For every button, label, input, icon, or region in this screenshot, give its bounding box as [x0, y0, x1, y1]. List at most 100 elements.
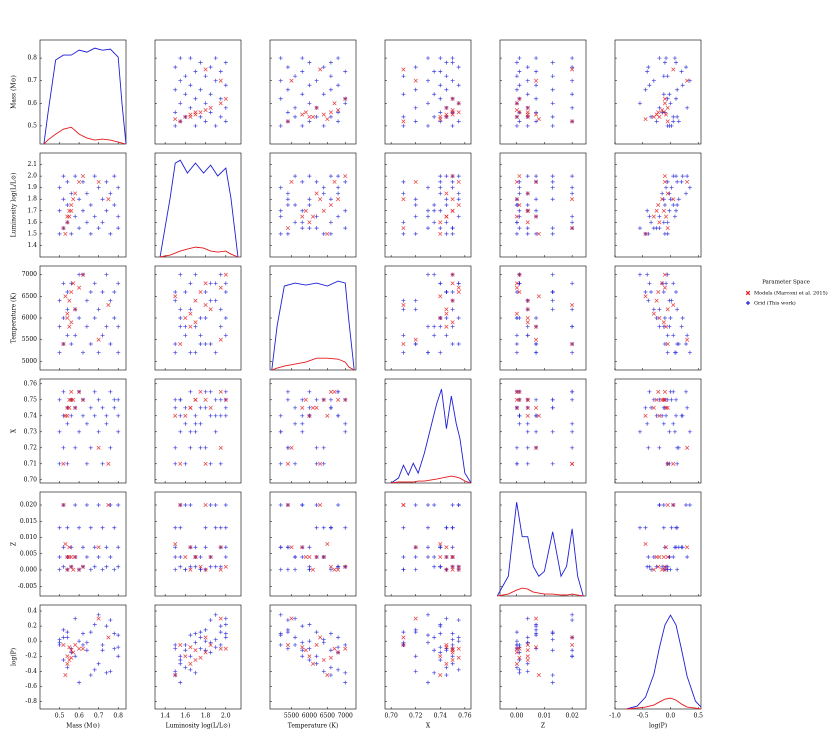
point	[343, 101, 348, 106]
point	[183, 333, 188, 338]
point	[193, 648, 198, 653]
x-tick-label: 0.0	[666, 713, 676, 720]
point	[285, 87, 290, 92]
point	[218, 69, 223, 74]
point	[550, 226, 555, 231]
point	[525, 405, 530, 410]
point	[208, 110, 213, 115]
point	[413, 298, 418, 303]
point	[665, 119, 670, 124]
point	[669, 123, 674, 128]
point	[438, 191, 443, 196]
kde-line	[271, 357, 355, 371]
point	[173, 545, 178, 550]
point	[550, 637, 555, 642]
point	[525, 657, 530, 663]
point	[534, 174, 539, 179]
point	[343, 421, 348, 426]
point	[116, 503, 121, 507]
y-tick-label: 0.72	[24, 444, 38, 451]
point	[307, 60, 312, 65]
point	[198, 389, 203, 394]
point	[444, 197, 449, 202]
point	[413, 307, 418, 312]
point	[654, 397, 659, 402]
point	[438, 117, 443, 122]
point	[450, 648, 455, 653]
point	[656, 202, 661, 208]
point	[660, 191, 665, 196]
point	[432, 272, 437, 277]
point	[218, 646, 223, 651]
point	[550, 298, 555, 303]
x-tick-label: -0.5	[637, 713, 649, 720]
point	[661, 421, 666, 426]
point	[178, 324, 183, 329]
point	[525, 123, 530, 128]
legend-label: Models (Marconi et al. 2015)	[754, 290, 828, 297]
point	[525, 324, 530, 329]
point	[401, 341, 406, 347]
point	[96, 337, 101, 342]
point	[665, 179, 670, 184]
point	[223, 60, 228, 65]
point	[100, 220, 105, 225]
point	[570, 220, 575, 225]
point	[69, 191, 74, 196]
point	[57, 324, 62, 329]
point	[525, 616, 530, 621]
point	[661, 503, 666, 507]
point	[213, 637, 218, 642]
point	[198, 567, 203, 572]
point	[278, 633, 283, 638]
panel	[614, 265, 702, 371]
point	[218, 642, 223, 647]
point	[188, 633, 193, 638]
point	[570, 191, 575, 196]
point	[285, 642, 290, 647]
point	[675, 461, 680, 466]
point	[668, 389, 673, 394]
point	[178, 661, 183, 666]
point	[663, 545, 669, 550]
point	[456, 110, 461, 115]
point	[314, 654, 319, 659]
point	[77, 639, 82, 644]
point	[314, 642, 319, 647]
point	[413, 545, 418, 550]
point	[303, 397, 308, 402]
point	[550, 272, 555, 277]
point	[73, 654, 78, 659]
point	[198, 445, 203, 450]
point	[285, 110, 290, 115]
point	[343, 646, 348, 651]
kde-line	[43, 47, 127, 145]
point	[183, 315, 188, 321]
point	[92, 389, 97, 394]
point	[672, 429, 677, 434]
point	[426, 214, 430, 219]
point	[213, 350, 218, 355]
point	[570, 67, 575, 72]
point	[662, 179, 667, 184]
point	[65, 635, 70, 640]
point	[314, 214, 319, 219]
point	[662, 389, 667, 394]
point	[203, 119, 208, 124]
point	[332, 179, 337, 184]
point	[663, 324, 669, 329]
point	[534, 397, 539, 402]
point	[332, 567, 337, 572]
point	[665, 502, 670, 508]
point	[314, 78, 319, 83]
point	[188, 661, 193, 666]
point	[432, 208, 437, 213]
point	[218, 616, 223, 621]
panel-frame	[39, 491, 127, 597]
point	[188, 307, 193, 312]
point	[649, 220, 654, 225]
point	[660, 281, 665, 286]
point	[444, 311, 449, 316]
point	[88, 630, 93, 635]
point	[71, 281, 76, 286]
